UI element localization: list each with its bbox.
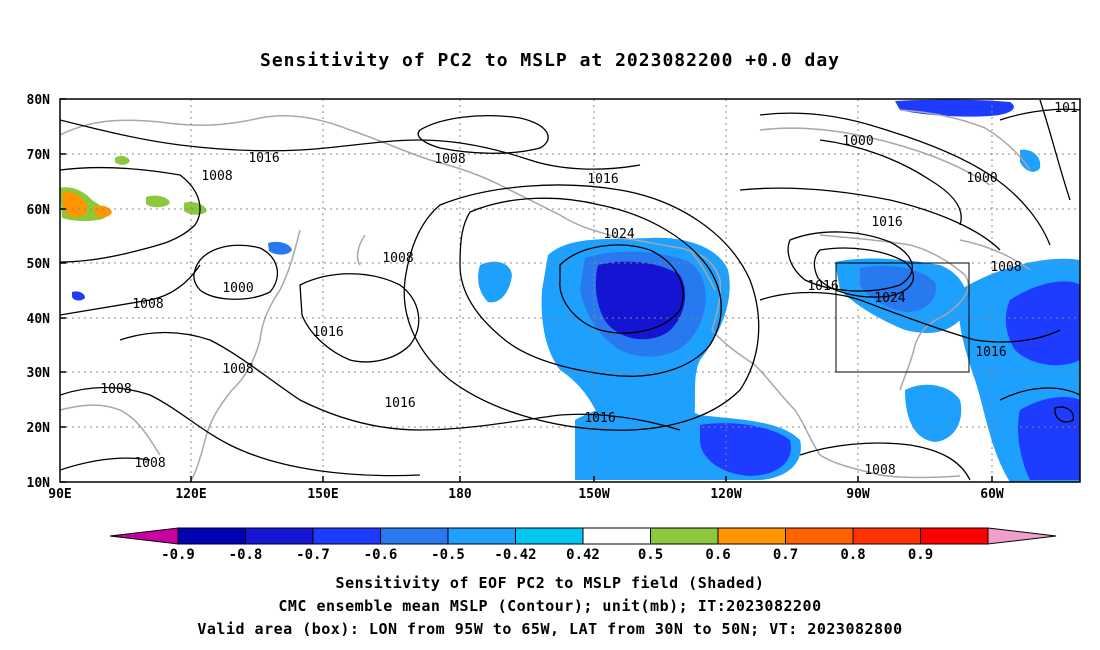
map-panel: 1016 1008 1008 1008 1000 1008 1016 1008 … bbox=[60, 99, 1080, 482]
shade-neg-east-us-core bbox=[860, 265, 936, 312]
mslp-contours bbox=[60, 99, 1080, 481]
shade-neg-tropical-pacific-core bbox=[700, 423, 791, 476]
lon-tick-label: 150E bbox=[307, 487, 338, 502]
lat-tick-label: 20N bbox=[27, 421, 51, 436]
lon-tick-label: 120E bbox=[175, 487, 206, 502]
colorbar-label: -0.8 bbox=[229, 547, 263, 563]
tick-marks bbox=[60, 98, 993, 483]
contour-label: 1008 bbox=[434, 152, 465, 167]
shade-neg-ne-asia bbox=[268, 241, 292, 255]
shade-neg-central-pacific-deep bbox=[595, 261, 686, 340]
lat-tick-label: 40N bbox=[27, 312, 51, 327]
contour-label: 1016 bbox=[584, 411, 615, 426]
plot-title: Sensitivity of PC2 to MSLP at 2023082200… bbox=[259, 50, 840, 71]
lon-tick-label: 180 bbox=[448, 487, 472, 502]
lat-tick-label: 30N bbox=[27, 366, 51, 381]
shade-pos-small bbox=[115, 155, 130, 165]
contour-label: 1016 bbox=[384, 396, 415, 411]
colorbar: -0.9 -0.8 -0.7 -0.6 -0.5 -0.42 0.42 0.5 0.6 0.7 0.… bbox=[109, 527, 1057, 563]
colorbar-label: -0.6 bbox=[364, 547, 398, 563]
contour-label: 1024 bbox=[603, 227, 634, 242]
contour-label: 1016 bbox=[975, 345, 1006, 360]
lat-tick-label: 60N bbox=[27, 203, 51, 218]
colorbar-label: 0.8 bbox=[840, 547, 865, 563]
contour-label: 1016 bbox=[871, 215, 902, 230]
colorbar-label: 0.5 bbox=[638, 547, 663, 563]
colorbar-swatch bbox=[785, 527, 854, 545]
colorbar-swatch bbox=[852, 527, 921, 545]
valid-area-box bbox=[835, 262, 970, 373]
lat-tick-label: 50N bbox=[27, 257, 51, 272]
caption-line-3: Valid area (box): LON from 95W to 65W, L… bbox=[197, 620, 903, 638]
lat-tick-label: 10N bbox=[27, 476, 51, 491]
grid-lines bbox=[60, 99, 1080, 482]
colorbar-label: -0.7 bbox=[296, 547, 330, 563]
shade-pos-mongolia bbox=[146, 195, 170, 208]
contour-label: 1008 bbox=[990, 260, 1021, 275]
lon-tick-label: 120W bbox=[710, 487, 741, 502]
shade-pos-siberia-2 bbox=[94, 205, 112, 218]
caption-line-2: CMC ensemble mean MSLP (Contour); unit(m… bbox=[278, 597, 822, 615]
contour-label: 1016 bbox=[807, 279, 838, 294]
colorbar-label: 0.42 bbox=[566, 547, 600, 563]
contour-label: 1008 bbox=[382, 251, 413, 266]
colorbar-label: 0.6 bbox=[705, 547, 730, 563]
colorbar-swatch bbox=[447, 527, 516, 545]
caption-line-1: Sensitivity of EOF PC2 to MSLP field (Sh… bbox=[335, 574, 765, 592]
lon-tick-label: 60W bbox=[980, 487, 1004, 502]
colorbar-left-arrow bbox=[109, 527, 179, 545]
colorbar-swatch bbox=[650, 527, 719, 545]
lon-tick-label: 90E bbox=[48, 487, 71, 502]
colorbar-label: 0.9 bbox=[908, 547, 933, 563]
contour-label: 1000 bbox=[966, 171, 997, 186]
shade-pos-siberia-core bbox=[62, 191, 88, 218]
shade-pos-mongolia-2 bbox=[184, 201, 207, 215]
shade-neg-greenland bbox=[1020, 149, 1041, 172]
colorbar-swatch bbox=[717, 527, 786, 545]
colorbar-swatch bbox=[245, 527, 314, 545]
contour-label: 1008 bbox=[132, 297, 163, 312]
contour-label: 1008 bbox=[864, 463, 895, 478]
colorbar-swatch bbox=[177, 527, 246, 545]
colorbar-label: 0.7 bbox=[773, 547, 798, 563]
map-frame bbox=[59, 98, 1081, 483]
contour-label: 1016 bbox=[312, 325, 343, 340]
colorbar-swatch bbox=[582, 527, 651, 545]
contour-label: 1008 bbox=[134, 456, 165, 471]
colorbar-right-arrow bbox=[987, 527, 1057, 545]
contour-label: 1008 bbox=[100, 382, 131, 397]
lon-tick-label: 90W bbox=[846, 487, 870, 502]
contour-label: 101 bbox=[1054, 101, 1077, 116]
contour-label-layer: 1016 1008 1008 1008 1000 1008 1016 1008 … bbox=[100, 101, 1077, 478]
shade-neg-gulf bbox=[905, 384, 962, 442]
lat-tick-label: 70N bbox=[27, 148, 51, 163]
colorbar-label: -0.9 bbox=[161, 547, 195, 563]
colorbar-swatch bbox=[920, 527, 989, 545]
contour-label: 1016 bbox=[248, 151, 279, 166]
contour-label: 1016 bbox=[587, 172, 618, 187]
shade-neg-atlantic-core bbox=[1005, 281, 1080, 366]
colorbar-label: -0.5 bbox=[431, 547, 465, 563]
contour-label: 1008 bbox=[222, 362, 253, 377]
colorbar-swatch bbox=[312, 527, 381, 545]
lat-tick-label: 80N bbox=[27, 93, 51, 108]
contour-label: 1000 bbox=[842, 134, 873, 149]
colorbar-swatch bbox=[515, 527, 584, 545]
colorbar-label: -0.42 bbox=[494, 547, 536, 563]
lat-axis-labels: 80N 70N 60N 50N 40N 30N 20N 10N bbox=[27, 93, 51, 491]
lon-axis-labels: 90E 120E 150E 180 150W 120W 90W 60W bbox=[48, 487, 1004, 502]
colorbar-swatch bbox=[380, 527, 449, 545]
contour-label: 1024 bbox=[874, 291, 905, 306]
shade-neg-alaska-coast bbox=[478, 261, 512, 303]
shade-neg-china bbox=[72, 291, 85, 301]
contour-label: 1000 bbox=[222, 281, 253, 296]
contour-label: 1008 bbox=[201, 169, 232, 184]
lon-tick-label: 150W bbox=[578, 487, 609, 502]
shade-neg-atlantic-south bbox=[1018, 397, 1080, 480]
